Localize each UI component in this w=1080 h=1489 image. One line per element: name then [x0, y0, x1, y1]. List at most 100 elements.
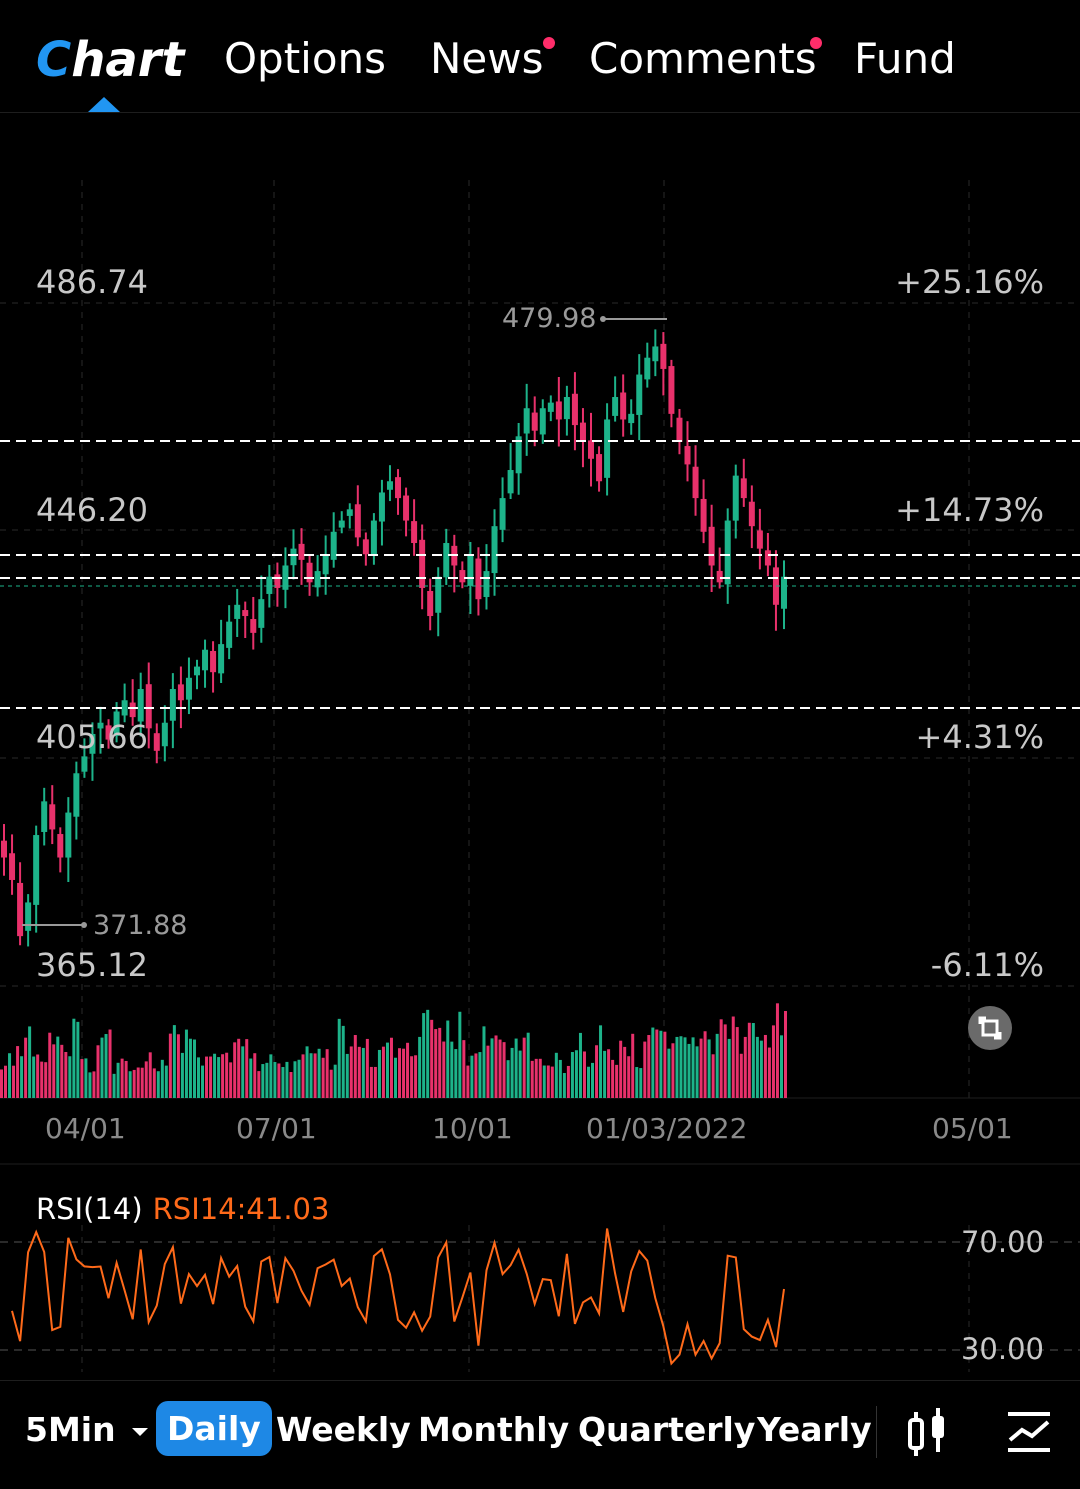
volume-bar [68, 1056, 72, 1098]
volume-bar [603, 1050, 607, 1098]
line-chart-icon[interactable] [1004, 1410, 1054, 1454]
candle-body [17, 882, 24, 937]
volume-bar [229, 1062, 233, 1098]
volume-bar [574, 1050, 578, 1098]
volume-bar [784, 1011, 787, 1098]
candle-body [427, 590, 434, 617]
candle-body [73, 773, 80, 817]
period-quarterly[interactable]: Quarterly [578, 1410, 756, 1449]
volume-bar [124, 1060, 128, 1098]
candle-body [772, 567, 779, 605]
volume-bar [96, 1045, 100, 1098]
volume-bar [152, 1068, 156, 1098]
tab-comments[interactable]: Comments [589, 34, 817, 83]
volume-bar [100, 1037, 104, 1098]
candle-body [161, 722, 168, 747]
comments-notification-dot [810, 37, 822, 49]
volume-bar [273, 1062, 277, 1098]
volume-bar [582, 1051, 586, 1098]
candle-body [330, 531, 337, 560]
expand-chart-button[interactable] [968, 1006, 1012, 1050]
candle-body [250, 619, 257, 633]
volume-bar [763, 1034, 767, 1098]
candle-body [563, 397, 570, 420]
volume-bar [4, 1065, 7, 1098]
candle-body [411, 521, 418, 544]
candle-body [475, 558, 482, 600]
volume-bar [711, 1054, 715, 1098]
volume-bar [679, 1036, 683, 1098]
candle-body [579, 422, 586, 442]
volume-bar [659, 1030, 663, 1098]
volume-bar [269, 1054, 273, 1098]
percent-label-4: -6.11% [930, 946, 1044, 984]
volume-bar [0, 1069, 3, 1098]
volume-bar [24, 1037, 28, 1098]
volume-bar [727, 1038, 731, 1098]
volume-bar [780, 1035, 783, 1098]
low-price-annotation: 371.88 [93, 910, 188, 941]
volume-bar [317, 1048, 321, 1098]
volume-bar [128, 1071, 132, 1098]
rsi-line [11, 1228, 785, 1366]
volume-bar [430, 1019, 434, 1098]
candle-body [435, 576, 442, 613]
volume-bar [478, 1052, 482, 1098]
volume-bar [52, 1044, 56, 1098]
volume-bar [627, 1056, 631, 1098]
candle-body [1, 840, 7, 858]
volume-bar [755, 1036, 759, 1098]
chevron-down-icon [132, 1427, 149, 1436]
volume-bar [180, 1052, 184, 1098]
volume-bar [84, 1058, 88, 1098]
volume-bar [546, 1065, 550, 1098]
volume-bar [474, 1053, 478, 1098]
tab-chart[interactable]: Chart [36, 32, 184, 88]
volume-bar [341, 1025, 345, 1098]
candle-body [210, 650, 217, 673]
candle-body [756, 530, 763, 549]
volume-bar [587, 1066, 591, 1098]
period-weekly[interactable]: Weekly [276, 1410, 411, 1449]
volume-bar [309, 1053, 313, 1098]
volume-bar [663, 1031, 667, 1098]
volume-bar [422, 1013, 426, 1098]
candle-body [282, 565, 289, 590]
volume-bar [651, 1027, 655, 1098]
volume-bar [168, 1033, 172, 1098]
candle-body [33, 835, 40, 905]
volume-bar [76, 1021, 80, 1098]
candle-body [89, 733, 96, 754]
volume-bar [394, 1057, 398, 1098]
high-marker-dot [600, 316, 606, 322]
volume-bar [534, 1058, 538, 1098]
volume-bar [434, 1029, 438, 1098]
candle-body [395, 477, 402, 499]
price-label-3: 405.66 [36, 718, 148, 756]
candlestick-indicator-icon[interactable] [904, 1406, 952, 1458]
volume-bar [40, 1061, 44, 1098]
volume-bar [345, 1053, 349, 1098]
volume-bar [213, 1053, 217, 1098]
volume-bar [237, 1038, 241, 1098]
candle-body [274, 574, 281, 588]
volume-bar [148, 1052, 152, 1098]
volume-bar [466, 1065, 470, 1098]
period-yearly[interactable]: Yearly [757, 1410, 872, 1449]
tab-fund[interactable]: Fund [854, 34, 956, 83]
volume-bar [607, 1049, 611, 1098]
volume-bar [615, 1064, 619, 1098]
tab-chart-label: hart [71, 32, 185, 88]
tab-news[interactable]: News [430, 34, 544, 83]
volume-bar [566, 1065, 570, 1098]
rsi-current-value: RSI14:41.03 [152, 1192, 330, 1226]
period-monthly[interactable]: Monthly [418, 1410, 570, 1449]
candle-body [202, 649, 209, 671]
rsi-indicator-name: RSI(14) [36, 1192, 143, 1226]
tab-options[interactable]: Options [224, 34, 387, 83]
period-daily[interactable]: Daily [156, 1401, 272, 1456]
period-5min-dropdown[interactable]: 5Min [25, 1410, 149, 1449]
candle-body [298, 543, 305, 560]
volume-bar [450, 1041, 454, 1098]
